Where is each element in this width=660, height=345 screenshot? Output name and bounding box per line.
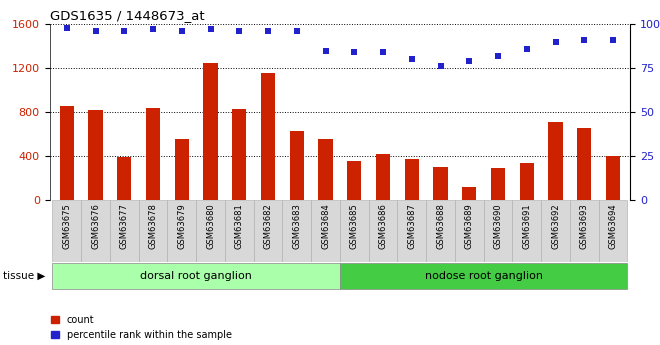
- Point: [349, 50, 360, 55]
- Bar: [110, 200, 139, 262]
- Point: [234, 28, 245, 34]
- Bar: [347, 160, 362, 200]
- Point: [148, 27, 158, 32]
- Text: nodose root ganglion: nodose root ganglion: [424, 271, 543, 281]
- Bar: [168, 200, 196, 262]
- Point: [435, 63, 446, 69]
- Bar: [261, 72, 275, 200]
- Text: GSM63689: GSM63689: [465, 203, 474, 249]
- Point: [292, 28, 302, 34]
- Bar: [175, 139, 189, 200]
- Bar: [52, 200, 81, 262]
- Bar: [290, 131, 304, 200]
- Bar: [340, 200, 369, 262]
- Point: [263, 28, 273, 34]
- Text: GDS1635 / 1448673_at: GDS1635 / 1448673_at: [50, 9, 204, 22]
- Text: GSM63693: GSM63693: [579, 203, 589, 249]
- Bar: [484, 200, 512, 262]
- Point: [176, 28, 187, 34]
- Bar: [81, 200, 110, 262]
- Bar: [340, 263, 628, 289]
- Bar: [139, 200, 168, 262]
- Text: GSM63691: GSM63691: [522, 203, 531, 249]
- Text: GSM63687: GSM63687: [407, 203, 416, 249]
- Bar: [462, 187, 477, 200]
- Bar: [282, 200, 311, 262]
- Legend: count, percentile rank within the sample: count, percentile rank within the sample: [51, 315, 232, 340]
- Text: GSM63688: GSM63688: [436, 203, 445, 249]
- Bar: [376, 154, 390, 200]
- Text: GSM63684: GSM63684: [321, 203, 330, 249]
- Text: GSM63683: GSM63683: [292, 203, 301, 249]
- Text: tissue ▶: tissue ▶: [3, 271, 46, 281]
- Bar: [512, 200, 541, 262]
- Text: GSM63694: GSM63694: [609, 203, 618, 249]
- Text: GSM63675: GSM63675: [62, 203, 71, 249]
- Bar: [570, 200, 599, 262]
- Text: GSM63686: GSM63686: [379, 203, 387, 249]
- Bar: [405, 159, 419, 200]
- Text: GSM63677: GSM63677: [119, 203, 129, 249]
- Bar: [225, 200, 253, 262]
- Text: GSM63679: GSM63679: [178, 203, 186, 249]
- Bar: [203, 63, 218, 200]
- Text: GSM63676: GSM63676: [91, 203, 100, 249]
- Bar: [311, 200, 340, 262]
- Bar: [397, 200, 426, 262]
- Text: GSM63690: GSM63690: [494, 203, 502, 249]
- Text: GSM63678: GSM63678: [148, 203, 158, 249]
- Bar: [541, 200, 570, 262]
- Bar: [253, 200, 282, 262]
- Bar: [577, 128, 591, 200]
- Point: [90, 28, 101, 34]
- Point: [464, 58, 475, 64]
- Bar: [59, 106, 74, 200]
- Bar: [52, 263, 340, 289]
- Text: GSM63682: GSM63682: [263, 203, 273, 249]
- Bar: [369, 200, 397, 262]
- Point: [550, 39, 561, 45]
- Bar: [434, 167, 447, 200]
- Bar: [318, 139, 333, 200]
- Text: GSM63681: GSM63681: [235, 203, 244, 249]
- Point: [579, 37, 589, 43]
- Point: [378, 50, 388, 55]
- Text: GSM63685: GSM63685: [350, 203, 359, 249]
- Bar: [88, 110, 103, 200]
- Bar: [491, 168, 505, 200]
- Point: [608, 37, 618, 43]
- Bar: [599, 200, 628, 262]
- Point: [407, 57, 417, 62]
- Bar: [606, 156, 620, 200]
- Bar: [146, 108, 160, 200]
- Point: [521, 46, 532, 51]
- Text: GSM63692: GSM63692: [551, 203, 560, 249]
- Point: [61, 25, 72, 30]
- Bar: [519, 163, 534, 200]
- Bar: [117, 157, 131, 200]
- Point: [493, 53, 504, 59]
- Point: [205, 27, 216, 32]
- Bar: [232, 109, 246, 200]
- Bar: [196, 200, 225, 262]
- Text: GSM63680: GSM63680: [206, 203, 215, 249]
- Point: [320, 48, 331, 53]
- Bar: [426, 200, 455, 262]
- Bar: [548, 122, 563, 200]
- Text: dorsal root ganglion: dorsal root ganglion: [140, 271, 252, 281]
- Point: [119, 28, 129, 34]
- Bar: [455, 200, 484, 262]
